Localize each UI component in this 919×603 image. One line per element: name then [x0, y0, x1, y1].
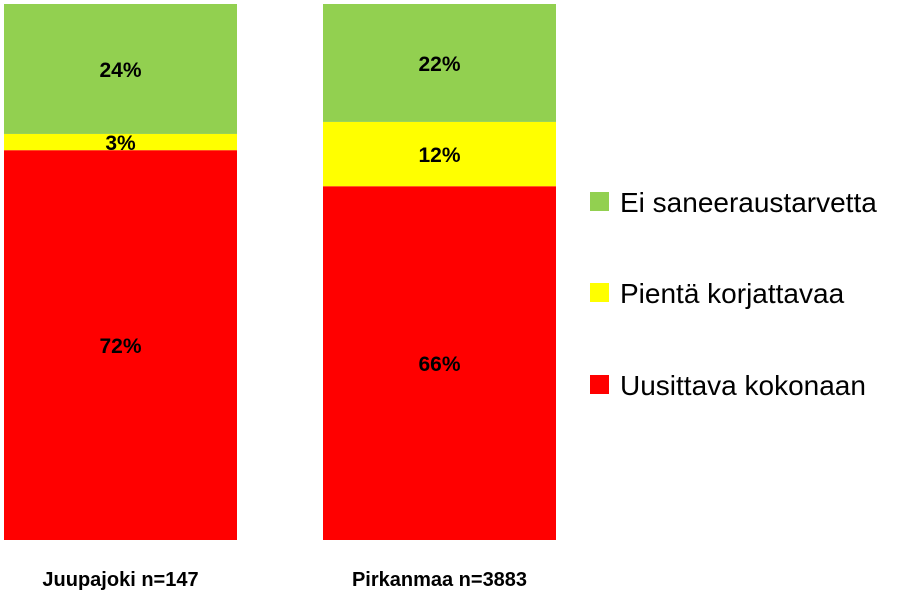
legend: Ei saneeraustarvetta Pientä korjattavaa Uu…	[590, 187, 877, 401]
segment-labels-group: 72% 3% 24% 66% 12% 22%	[99, 53, 460, 376]
bar-segment-pient-korjattavaa-2	[323, 121, 556, 187]
data-label-uusittava-kokonaan-2: 66%	[418, 353, 460, 376]
data-label-pient-korjattavaa-2: 12%	[418, 144, 460, 167]
data-label-ei-saneeraustarvetta-2: 22%	[418, 53, 460, 76]
legend-label-pient-korjattavaa: Pientä korjattavaa	[620, 278, 845, 309]
bar-segment-uusittava-kokonaan-2	[323, 186, 556, 541]
category-labels-group: Juupajoki n=147 Pirkanmaa n=3883	[42, 569, 527, 591]
legend-swatch-pient-korjattavaa	[590, 283, 609, 302]
legend-label-uusittava-kokonaan: Uusittava kokonaan	[620, 370, 866, 401]
data-label-uusittava-kokonaan-1: 72%	[99, 335, 141, 358]
legend-swatch-ei-saneeraustarvetta	[590, 192, 609, 211]
bar-segment-ei-saneeraustarvetta-1	[4, 4, 237, 134]
category-label-2: Pirkanmaa n=3883	[352, 569, 527, 591]
legend-label-ei-saneeraustarvetta: Ei saneeraustarvetta	[620, 187, 877, 218]
legend-swatch-uusittava-kokonaan	[590, 375, 609, 394]
bars-group	[4, 4, 556, 541]
bar-segment-ei-saneeraustarvetta-2	[323, 4, 556, 122]
category-label-1: Juupajoki n=147	[42, 569, 198, 591]
bar-segment-pient-korjattavaa-1	[4, 133, 237, 151]
data-label-ei-saneeraustarvetta-1: 24%	[99, 59, 141, 82]
data-label-pient-korjattavaa-1: 3%	[105, 132, 136, 155]
bar-segment-uusittava-kokonaan-1	[4, 150, 237, 540]
